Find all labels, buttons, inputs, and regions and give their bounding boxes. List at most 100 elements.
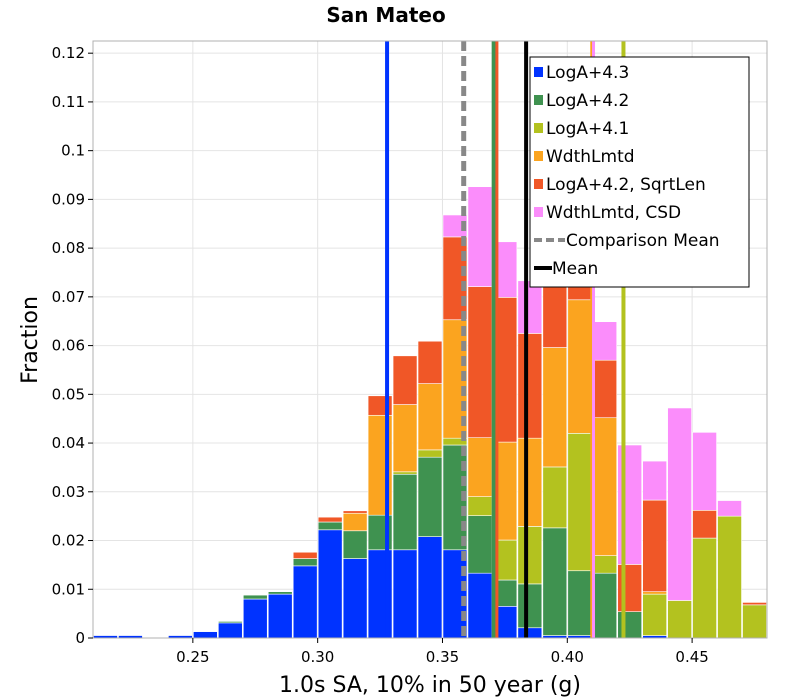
bar-loga-4-2-7 (267, 591, 293, 595)
bar-loga-4-2-6 (242, 594, 268, 600)
bar-loga-4-2-5 (218, 621, 243, 624)
bar-loga-4-1-19 (567, 433, 593, 572)
bar-loga-4-3-4 (193, 631, 218, 639)
y-tick-label-11: 0.11 (52, 93, 85, 111)
x-axis: 0.25 0.30 0.35 0.40 0.45 (176, 638, 709, 666)
bar-loga-4-2-sqrtlen-9 (317, 516, 343, 523)
bar-loga-4-3-17 (517, 627, 543, 639)
legend-swatch-wdthlmtd-csd (534, 207, 543, 217)
chart-title: San Mateo (326, 3, 445, 27)
y-tick-label-2: 0.02 (52, 532, 85, 550)
bar-loga-4-3-14 (442, 549, 468, 639)
y-tick-label-5: 0.05 (52, 385, 85, 403)
bar-loga-4-2-13 (417, 456, 443, 537)
bar-wdthlmtd-csd-15 (467, 186, 493, 287)
bar-loga-4-2-20 (592, 572, 618, 639)
y-tick-label-8: 0.08 (52, 239, 85, 257)
bar-loga-4-1-17 (517, 526, 543, 585)
legend-swatch-wdthlmtd (534, 151, 543, 161)
bar-loga-4-3-13 (417, 536, 443, 639)
bar-loga-4-2-sqrtlen-21 (617, 564, 642, 612)
bar-wdthlmtd-22 (642, 591, 667, 595)
bar-loga-4-2-17 (517, 583, 543, 629)
bars (93, 147, 767, 639)
bar-wdthlmtd-18 (542, 347, 568, 468)
bar-loga-4-1-24 (692, 537, 717, 639)
legend-label-mean: Mean (552, 259, 598, 279)
bar-loga-4-2-sqrtlen-10 (342, 510, 368, 514)
bar-loga-4-2-19 (567, 570, 593, 636)
bar-loga-4-3-6 (242, 598, 268, 639)
y-tick-label-4: 0.04 (52, 434, 85, 452)
legend-swatch-loga-4-1 (534, 123, 543, 133)
legend-box (529, 56, 750, 288)
legend-swatch-loga-4-2 (534, 95, 543, 105)
legend-label-loga-4-1: LogA+4.1 (546, 119, 629, 139)
bar-wdthlmtd-csd-17 (517, 280, 543, 334)
legend-label-loga-4-3: LogA+4.3 (546, 63, 629, 83)
bar-loga-4-1-20 (592, 555, 618, 574)
bar-loga-4-1-15 (467, 496, 493, 516)
bar-wdthlmtd-20 (592, 417, 618, 556)
y-tick-label-6: 0.06 (52, 337, 85, 355)
bar-loga-4-1-22 (642, 593, 667, 636)
bar-wdthlmtd-csd-23 (667, 407, 692, 601)
bar-loga-4-2-8 (292, 558, 318, 567)
y-tick-label-3: 0.03 (52, 483, 85, 501)
y-tick-label-10: 0.1 (61, 142, 85, 160)
bar-loga-4-2-sqrtlen-17 (517, 333, 543, 439)
bar-wdthlmtd-csd-21 (617, 444, 642, 565)
bar-loga-4-2-sqrtlen-26 (742, 602, 767, 606)
x-tick-label-1: 0.30 (301, 648, 334, 666)
legend-label-loga-4-2: LogA+4.2 (546, 91, 629, 111)
bar-loga-4-3-12 (392, 549, 418, 639)
bar-loga-4-1-12 (392, 471, 418, 475)
bar-wdthlmtd-15 (467, 437, 493, 497)
bar-loga-4-3-8 (292, 565, 318, 639)
bar-wdthlmtd-csd-25 (717, 500, 742, 517)
legend-swatch-loga-4-3 (534, 67, 543, 77)
bar-loga-4-2-10 (342, 530, 368, 559)
y-tick-label-1: 0.01 (52, 580, 85, 598)
bar-loga-4-2-18 (542, 527, 568, 636)
bar-wdthlmtd-csd-22 (642, 460, 667, 501)
bar-loga-4-2-21 (617, 611, 642, 639)
legend-label-comparison-mean: Comparison Mean (566, 231, 720, 251)
mean-lines (385, 41, 626, 638)
bar-loga-4-2-15 (467, 515, 493, 574)
bar-loga-4-3-10 (342, 558, 368, 639)
bar-loga-4-3-9 (317, 529, 343, 639)
legend-label-loga-4-2-sqrtlen: LogA+4.2, SqrtLen (546, 175, 706, 195)
x-tick-label-0: 0.25 (176, 648, 209, 666)
y-tick-label-7: 0.07 (52, 288, 85, 306)
legend-label-wdthlmtd: WdthLmtd (546, 147, 635, 167)
bar-loga-4-2-sqrtlen-8 (292, 551, 318, 559)
y-axis: 0 0.01 0.02 0.03 0.04 0.05 0.06 0.07 0.08 0.09 0.1… (52, 44, 93, 647)
bar-loga-4-3-7 (267, 593, 293, 639)
bar-wdthlmtd-17 (517, 437, 543, 527)
bar-loga-4-3-5 (218, 622, 243, 639)
bar-loga-4-2-9 (317, 521, 343, 531)
x-axis-label: 1.0s SA, 10% in 50 year (g) (279, 673, 581, 698)
plot-frame (92, 40, 768, 639)
y-axis-label: Fraction (18, 296, 43, 384)
bar-loga-4-1-23 (667, 600, 692, 639)
legend: LogA+4.3 LogA+4.2 LogA+4.1 WdthLmtd LogA+4.2… (529, 56, 750, 288)
bar-wdthlmtd-csd-20 (592, 321, 618, 361)
bar-wdthlmtd-12 (392, 404, 418, 473)
bar-wdthlmtd-19 (567, 299, 593, 434)
bar-wdthlmtd-10 (342, 512, 368, 532)
bar-wdthlmtd-csd-24 (692, 432, 717, 511)
legend-label-wdthlmtd-csd: WdthLmtd, CSD (546, 203, 681, 223)
y-tick-label-12: 0.12 (52, 44, 85, 62)
bar-wdthlmtd-13 (417, 383, 443, 451)
plot-area (92, 40, 768, 639)
x-tick-label-4: 0.45 (675, 648, 708, 666)
bar-loga-4-3-15 (467, 572, 493, 639)
bar-loga-4-2-sqrtlen-13 (417, 340, 443, 384)
bar-loga-4-2-sqrtlen-15 (467, 286, 493, 439)
bar-loga-4-2-sqrtlen-12 (392, 355, 418, 405)
bar-loga-4-1-13 (417, 449, 443, 458)
bar-loga-4-1-18 (542, 466, 568, 529)
